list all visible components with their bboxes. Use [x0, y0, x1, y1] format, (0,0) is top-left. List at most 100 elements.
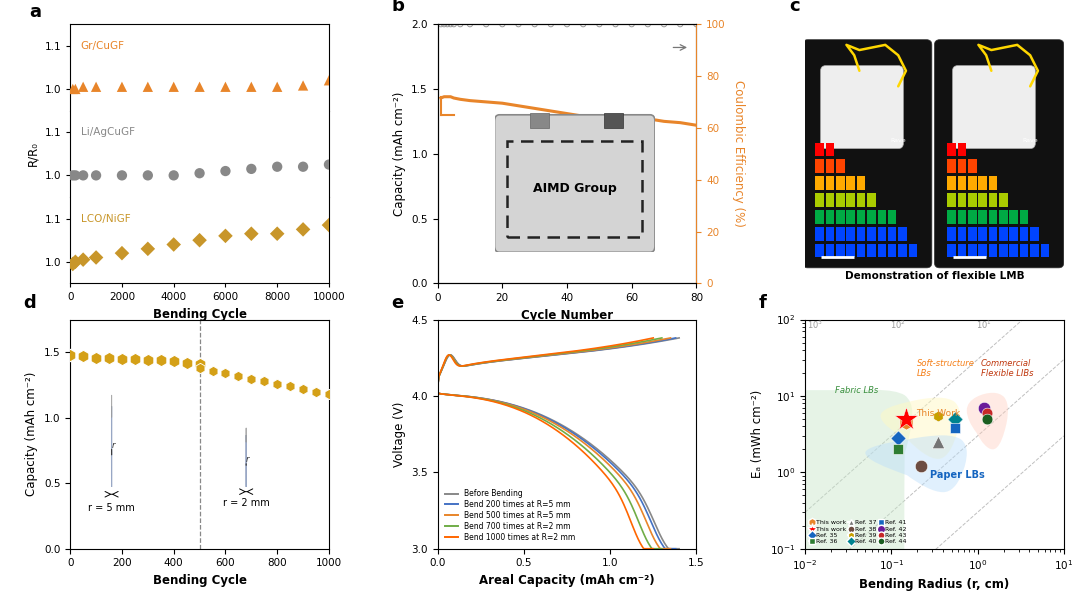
Bar	[947, 227, 956, 241]
Point	[64, 259, 81, 269]
Point	[930, 411, 947, 421]
Bar	[978, 244, 987, 257]
Point	[623, 19, 640, 29]
Bar	[989, 210, 997, 224]
FancyBboxPatch shape	[821, 66, 903, 148]
Bar	[958, 210, 967, 224]
Bar	[958, 142, 967, 156]
Text: Soft-structure
LBs: Soft-structure LBs	[917, 359, 975, 379]
Point	[897, 418, 915, 428]
Text: Demonstration of flexible LMB: Demonstration of flexible LMB	[845, 271, 1024, 281]
Bar	[826, 176, 834, 190]
Point	[243, 229, 260, 239]
Text: LCO/NiGF: LCO/NiGF	[81, 213, 131, 224]
Point	[191, 82, 208, 92]
Point	[113, 82, 131, 92]
Point	[64, 171, 81, 180]
Bar	[968, 176, 976, 190]
Bar	[968, 227, 976, 241]
Point	[191, 359, 208, 369]
Text: c: c	[789, 0, 800, 15]
Point	[672, 19, 689, 29]
Point	[165, 171, 183, 180]
Bar	[947, 193, 956, 207]
Text: Commercial
Flexible LIBs: Commercial Flexible LIBs	[981, 359, 1034, 379]
Text: Rave: Rave	[1023, 139, 1038, 144]
Ellipse shape	[865, 435, 967, 492]
Bar	[968, 193, 976, 207]
Bar	[856, 193, 865, 207]
Point	[87, 253, 105, 262]
Point	[217, 166, 234, 176]
Point	[75, 171, 92, 180]
Point	[191, 363, 208, 373]
Bar	[877, 244, 886, 257]
Bar	[899, 227, 907, 241]
Point	[542, 19, 559, 29]
Point	[113, 354, 131, 364]
Point	[243, 374, 260, 384]
Point	[87, 171, 105, 180]
Point	[946, 423, 963, 433]
Point	[191, 168, 208, 178]
Point	[67, 257, 84, 267]
Text: a: a	[29, 3, 41, 21]
Bar	[968, 210, 976, 224]
Bar	[815, 176, 824, 190]
Point	[607, 19, 624, 29]
Ellipse shape	[880, 397, 960, 459]
Point	[321, 160, 338, 169]
Bar	[888, 227, 896, 241]
Bar	[836, 176, 845, 190]
Bar	[978, 176, 987, 190]
Point	[575, 19, 592, 29]
Bar	[836, 227, 845, 241]
Bar	[826, 193, 834, 207]
Point	[442, 19, 459, 29]
Point	[113, 248, 131, 258]
FancyBboxPatch shape	[802, 40, 932, 268]
Point	[308, 387, 325, 396]
Point	[139, 171, 157, 180]
Bar	[836, 193, 845, 207]
Bar	[947, 176, 956, 190]
Bar	[947, 244, 956, 257]
Text: Fabric LBs: Fabric LBs	[835, 386, 878, 395]
Bar	[847, 244, 855, 257]
Bar	[958, 244, 967, 257]
Point	[139, 355, 157, 365]
Point	[62, 350, 79, 360]
Point	[230, 371, 247, 380]
Text: $10^1$: $10^1$	[976, 319, 993, 331]
Point	[243, 164, 260, 174]
Bar	[1010, 244, 1018, 257]
Bar	[815, 142, 824, 156]
Bar	[856, 210, 865, 224]
Bar	[888, 244, 896, 257]
Point	[269, 82, 286, 92]
Text: Rave: Rave	[890, 139, 906, 144]
Y-axis label: Eₐ (mWh cm⁻²): Eₐ (mWh cm⁻²)	[752, 390, 765, 478]
Bar	[1010, 227, 1018, 241]
Bar	[1010, 210, 1018, 224]
X-axis label: Cycle Number: Cycle Number	[521, 309, 613, 321]
Point	[978, 414, 996, 424]
Point	[87, 353, 105, 362]
Point	[64, 84, 81, 94]
Bar	[836, 210, 845, 224]
Point	[67, 171, 84, 180]
Bar	[1030, 244, 1039, 257]
Point	[451, 19, 469, 29]
Bar	[968, 159, 976, 173]
Text: $10^3$: $10^3$	[807, 319, 823, 331]
Bar	[815, 210, 824, 224]
Text: f: f	[758, 294, 767, 312]
Bar	[1030, 227, 1039, 241]
Bar	[877, 210, 886, 224]
Point	[477, 19, 495, 29]
Point	[217, 82, 234, 92]
Ellipse shape	[967, 393, 1008, 449]
Text: Paper LBs: Paper LBs	[930, 470, 985, 480]
Bar	[978, 210, 987, 224]
Point	[178, 358, 195, 368]
